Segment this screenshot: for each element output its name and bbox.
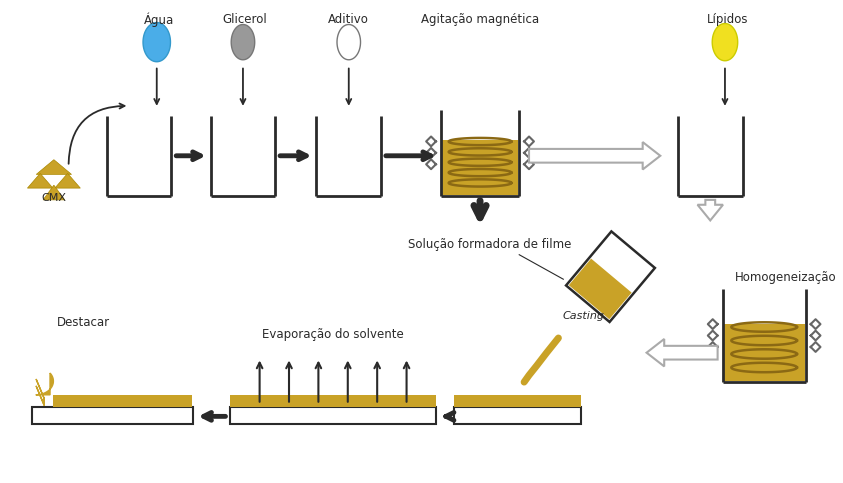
Polygon shape [28,173,53,188]
Text: Agitação magnética: Agitação magnética [421,13,540,26]
Bar [723,325,805,381]
Bar [454,407,581,424]
Text: Lípidos: Lípidos [707,13,749,26]
Bar [230,407,436,424]
Text: Evaporação do solvente: Evaporação do solvente [262,328,404,341]
Polygon shape [569,258,631,319]
Polygon shape [143,23,170,62]
Polygon shape [43,185,65,200]
Bar [454,395,581,407]
Text: Solução formadora de filme: Solução formadora de filme [408,238,572,251]
Bar [442,140,518,195]
Bar [32,407,194,424]
Text: Aditivo: Aditivo [328,13,369,26]
Text: Destacar: Destacar [56,316,110,329]
Bar [62,395,191,407]
Polygon shape [697,200,723,220]
Text: Glicerol: Glicerol [223,13,267,26]
Bar [53,395,190,407]
Polygon shape [36,160,72,174]
Text: Homogeneização: Homogeneização [735,271,836,284]
Bar [230,395,436,407]
Text: Casting: Casting [563,312,605,322]
Polygon shape [337,25,361,60]
Text: CMX: CMX [41,193,67,203]
Text: Água: Água [143,13,174,27]
Polygon shape [647,339,717,367]
Polygon shape [529,142,660,170]
Polygon shape [231,25,255,60]
Polygon shape [712,24,738,61]
Polygon shape [55,173,80,188]
Polygon shape [35,373,53,395]
